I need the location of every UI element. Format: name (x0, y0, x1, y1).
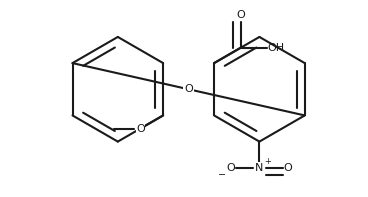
Text: N: N (255, 163, 263, 173)
Text: O: O (184, 84, 193, 94)
Text: O: O (227, 163, 236, 173)
Text: O: O (283, 163, 292, 173)
Text: −: − (219, 170, 227, 180)
Text: O: O (136, 124, 145, 134)
Text: O: O (236, 10, 245, 20)
Text: +: + (265, 157, 271, 166)
Text: OH: OH (268, 43, 285, 53)
